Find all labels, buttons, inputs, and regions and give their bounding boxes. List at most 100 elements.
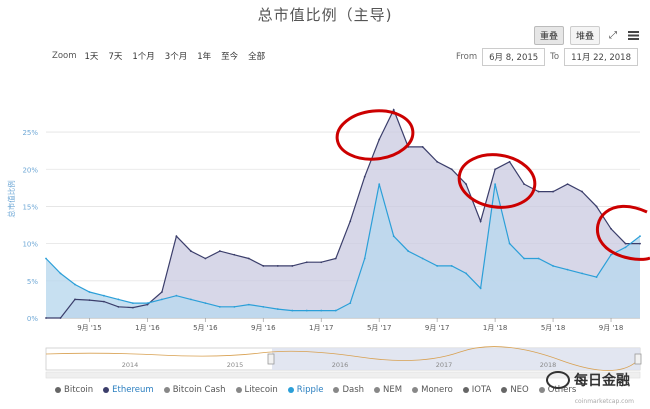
ripple-area [46, 184, 640, 318]
ripple-point [74, 283, 76, 286]
ethereum-point [581, 190, 583, 193]
ethereum-point [45, 317, 47, 319]
ethereum-point [334, 257, 337, 260]
ripple-point [247, 303, 250, 306]
ripple-point [59, 272, 62, 275]
navigator-left-handle[interactable] [267, 353, 275, 365]
chart-legend: Bitcoin Ethereum Bitcoin Cash Litecoin Rippl… [55, 385, 576, 395]
ripple-point [450, 265, 453, 267]
y-tick-label: 0% [27, 315, 38, 323]
x-tick-label: 9月 '18 [599, 324, 624, 332]
ripple-point [45, 257, 47, 260]
ethereum-point [494, 168, 497, 171]
ripple-point [581, 272, 583, 275]
menu-icon[interactable] [626, 30, 640, 42]
ripple-point [436, 265, 439, 267]
ethereum-point [161, 291, 163, 293]
source-credit: coinmarketcap.com [574, 398, 634, 405]
chart-title: 总市值比例（主导) [257, 6, 393, 24]
x-tick-label: 5月 '16 [193, 324, 218, 332]
ripple-point [624, 246, 627, 249]
navigator-series-line [45, 346, 641, 371]
ethereum-point [465, 183, 468, 186]
watermark-text: 每日金融 [574, 373, 630, 389]
navigator-scrollbar[interactable] [45, 371, 641, 379]
wechat-logo-icon [546, 371, 570, 389]
zoom-7d-button[interactable]: 7天 [108, 52, 123, 62]
ripple-point [305, 309, 308, 312]
navigator-selection[interactable] [272, 348, 640, 370]
ethereum-point [175, 235, 178, 238]
ethereum-point [204, 257, 207, 260]
y-tick-label: 25% [22, 129, 38, 137]
x-tick-label: 9月 '15 [77, 324, 102, 332]
ripple-point [508, 242, 511, 245]
zoom-selector: Zoom 1天 7天 1个月 3个月 1年 至今 全部 [52, 49, 267, 63]
legend-dot-icon [501, 387, 508, 393]
ethereum-point [103, 300, 105, 303]
navigator-right-handle[interactable] [634, 353, 642, 365]
zoom-ytd-button[interactable]: 至今 [221, 52, 239, 62]
ripple-point [378, 183, 381, 186]
date-range: From 6月 8, 2015 To 11月 22, 2018 [456, 48, 638, 66]
annotation-circle [335, 109, 415, 161]
legend-item[interactable]: NEM [374, 385, 402, 395]
ripple-point [566, 268, 569, 271]
fullscreen-icon[interactable]: ⤢ [609, 30, 617, 41]
zoom-3m-button[interactable]: 3个月 [164, 52, 188, 62]
ripple-point [262, 305, 265, 308]
ripple-point [595, 276, 598, 278]
legend-label: Monero [421, 385, 453, 395]
x-tick-label: 1月 '17 [309, 324, 334, 332]
legend-dot-icon [55, 387, 61, 393]
from-label: From [456, 52, 478, 62]
ethereum-point [436, 160, 439, 163]
ripple-point [639, 235, 641, 238]
ethereum-point [291, 265, 294, 267]
ripple-point [146, 302, 149, 305]
ripple-point [161, 298, 163, 301]
ripple-point [537, 257, 540, 260]
ripple-point [523, 257, 525, 260]
x-tick-label: 5月 '18 [541, 324, 566, 332]
zoom-all-button[interactable]: 全部 [248, 52, 266, 62]
legend-item[interactable]: Litecoin [235, 385, 278, 395]
legend-item[interactable]: Dash [333, 385, 364, 395]
navigator-year-label: 2016 [332, 361, 349, 369]
ethereum-point [450, 168, 453, 171]
stack-view-button[interactable]: 堆叠 [569, 26, 600, 45]
legend-item[interactable]: Bitcoin Cash [163, 385, 226, 395]
ethereum-point [595, 205, 598, 208]
y-tick-label: 20% [22, 166, 38, 174]
ripple-point [334, 309, 337, 312]
ethereum-point [247, 257, 250, 260]
ripple-point [552, 265, 554, 267]
watermark: 每日金融 [546, 370, 630, 390]
legend-item[interactable]: Bitcoin [55, 385, 93, 395]
zoom-1y-button[interactable]: 1年 [197, 52, 212, 62]
annotation-circle [457, 153, 537, 209]
legend-item[interactable]: Others [538, 385, 577, 395]
zoom-1d-button[interactable]: 1天 [84, 52, 99, 62]
legend-label: Dash [342, 385, 365, 395]
ethereum-point [276, 265, 279, 267]
from-date-input[interactable]: 6月 8, 2015 [482, 48, 546, 66]
legend-label: Others [547, 385, 577, 395]
ripple-point [276, 308, 279, 310]
y-tick-label: 10% [22, 241, 38, 249]
legend-label: Bitcoin [64, 385, 94, 395]
legend-item[interactable]: NEO [501, 385, 529, 395]
zoom-1m-button[interactable]: 1个月 [132, 52, 155, 62]
legend-item[interactable]: IOTA [462, 385, 491, 395]
ripple-point [233, 305, 236, 308]
ripple-point [392, 235, 395, 238]
legend-label: Litecoin [244, 385, 278, 395]
ripple-point [494, 183, 497, 186]
ethereum-point [566, 183, 569, 186]
legend-item[interactable]: Monero [412, 385, 453, 395]
overlap-view-button[interactable]: 重叠 [533, 26, 564, 45]
legend-item[interactable]: Ethereum [103, 385, 154, 395]
legend-item[interactable]: Ripple [287, 385, 323, 395]
navigator-year-label: 2014 [122, 361, 139, 369]
to-date-input[interactable]: 11月 22, 2018 [564, 48, 638, 66]
